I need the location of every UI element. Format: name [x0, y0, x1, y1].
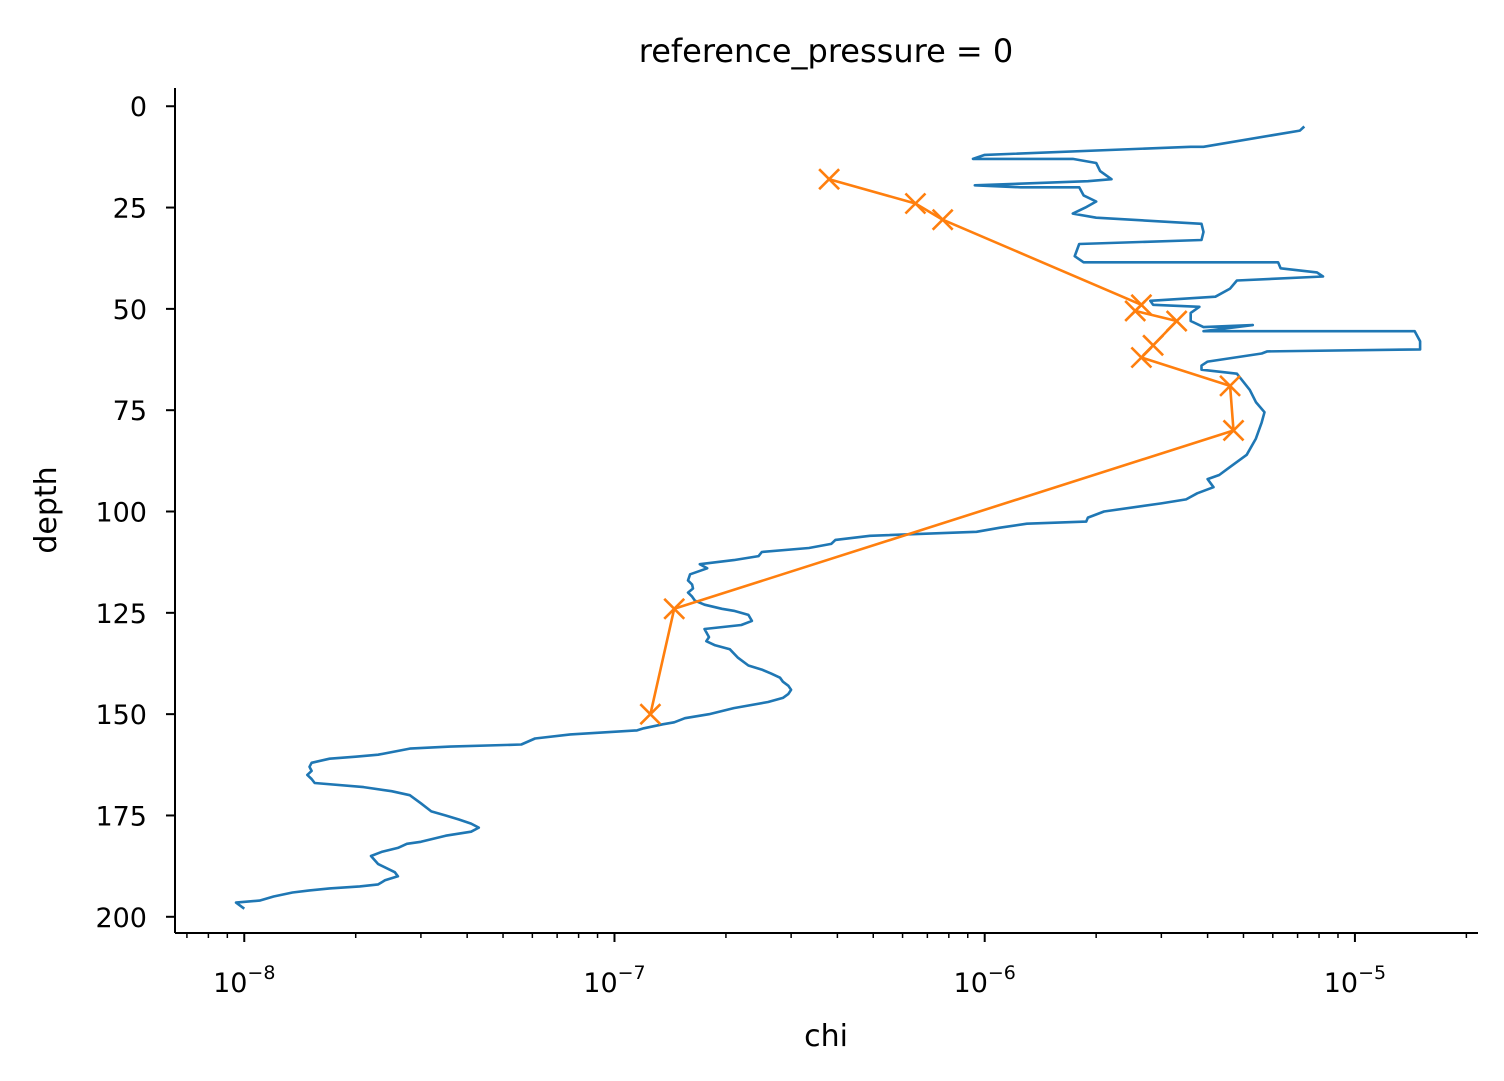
- series-2-line: [649, 177, 1235, 715]
- y-axis-ticks: 0 25 50 75 100 125 150 175 200: [95, 92, 175, 934]
- series-2-point-11: [663, 597, 686, 620]
- y-axis-label: depth: [29, 466, 64, 553]
- series-2-point-1: [818, 168, 841, 191]
- x-tick-label-1: 10−8: [213, 962, 275, 999]
- y-tick-label-6: 125: [95, 599, 147, 630]
- markers: [639, 168, 1245, 726]
- plot-lines: [234, 125, 1422, 910]
- y-tick-label-5: 100: [95, 498, 147, 529]
- series-2-point-5: [1124, 299, 1147, 322]
- x-axis-label: chi: [804, 1019, 848, 1054]
- series-2-point-12: [639, 703, 662, 726]
- y-tick-label-8: 175: [95, 801, 147, 832]
- series-2-point-2: [904, 192, 927, 215]
- series-2-point-3: [931, 208, 954, 231]
- x-axis-ticks: 10−8 10−7 10−6 10−5: [186, 933, 1468, 999]
- y-tick-label-1: 0: [130, 92, 147, 123]
- y-tick-label-4: 75: [113, 396, 147, 427]
- y-tick-label-2: 25: [113, 194, 147, 225]
- series-2-point-6: [1165, 310, 1188, 332]
- x-tick-label-4: 10−5: [1324, 962, 1386, 999]
- y-tick-label-3: 50: [113, 295, 147, 326]
- chart-title: reference_pressure = 0: [639, 32, 1014, 70]
- x-tick-label-3: 10−6: [954, 962, 1016, 999]
- series-2-point-9: [1219, 374, 1241, 397]
- y-tick-label-9: 200: [95, 903, 147, 934]
- y-tick-label-7: 150: [95, 700, 147, 731]
- series-2-point-8: [1130, 346, 1153, 369]
- series-2-point-10: [1222, 419, 1245, 442]
- series-1-line: [234, 125, 1422, 910]
- x-tick-label-2: 10−7: [583, 962, 645, 999]
